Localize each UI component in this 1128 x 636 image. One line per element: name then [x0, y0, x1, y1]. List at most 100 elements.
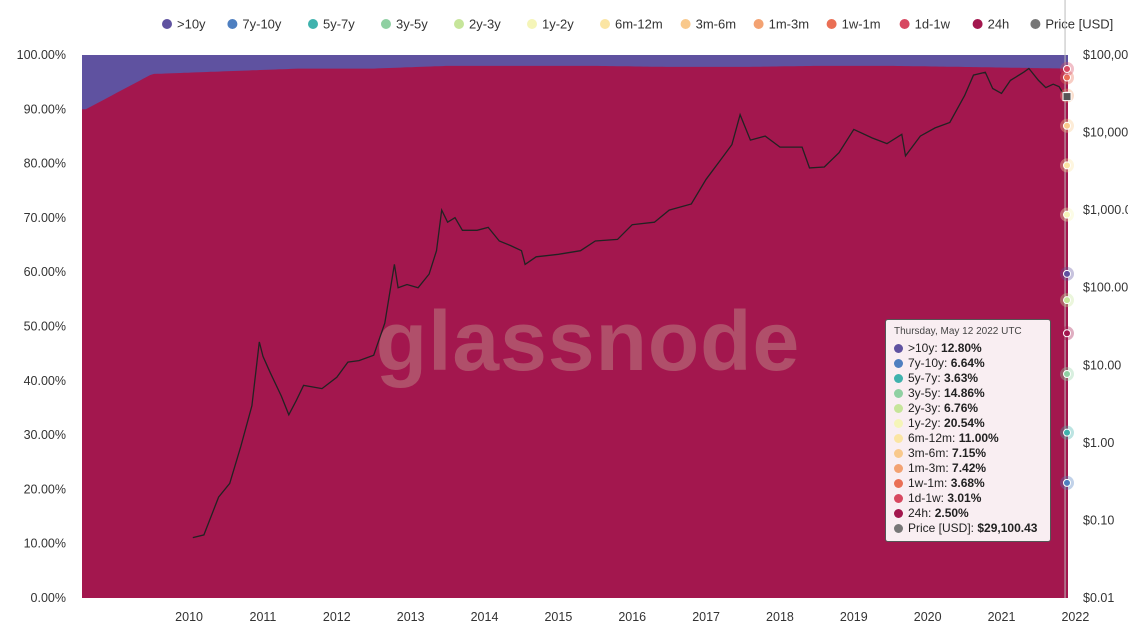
tooltip-row: 1y-2y: 20.54% [894, 416, 1042, 431]
legend-label: 24h [988, 17, 1010, 32]
y-right-tick-label-3: $10.00 [1083, 358, 1121, 372]
marker-dot-11 [1063, 329, 1071, 338]
legend-item-0[interactable]: >10y [162, 17, 206, 32]
legend-item-7[interactable]: 3m-6m [680, 17, 736, 32]
tooltip-label: 1m-3m: [908, 461, 953, 475]
y-right-tick-label-0: $0.01 [1083, 591, 1114, 605]
tooltip-value: 3.68% [950, 476, 985, 490]
tooltip-row: 1d-1w: 3.01% [894, 491, 1042, 506]
tooltip-label: 24h: [908, 506, 935, 520]
legend-item-2[interactable]: 5y-7y [308, 17, 355, 32]
tooltip-dot [894, 359, 903, 368]
y-left-tick-label-3: 30.00% [24, 428, 66, 442]
legend-item-8[interactable]: 1m-3m [753, 17, 809, 32]
legend-dot [826, 19, 837, 29]
tooltip-date: Thursday, May 12 2022 UTC [894, 326, 1022, 337]
legend-dot [972, 19, 983, 29]
tooltip-dot [894, 344, 903, 353]
tooltip-row: 1w-1m: 3.68% [894, 476, 1042, 491]
y-left-tick-label-7: 70.00% [24, 211, 66, 225]
legend-label: 3y-5y [396, 17, 428, 32]
tooltip-row: 3y-5y: 14.86% [894, 386, 1042, 401]
watermark: glassnode [376, 294, 800, 388]
tooltip-value: 3.63% [944, 371, 979, 385]
x-tick-label-2022: 2022 [1061, 610, 1089, 624]
tooltip-dot [894, 449, 903, 458]
legend-dot [527, 19, 537, 29]
tooltip-label: Price [USD]: [908, 521, 978, 535]
legend-item-1[interactable]: 7y-10y [227, 17, 282, 32]
tooltip-value: 3.01% [947, 491, 982, 505]
y-left-tick-label-0: 0.00% [31, 591, 66, 605]
marker-dot-7 [1063, 121, 1071, 130]
area-floor [82, 596, 1068, 598]
tooltip-value: 6.76% [944, 401, 979, 415]
marker-price [1062, 92, 1072, 102]
hover-markers [1060, 61, 1074, 490]
tooltip-label: 5y-7y: [908, 371, 945, 385]
y-left-tick-label-10: 100.00% [17, 48, 66, 62]
tooltip-dot [894, 389, 903, 398]
legend-dot [381, 19, 391, 29]
legend-item-5[interactable]: 1y-2y [527, 17, 574, 32]
tooltip-dot [894, 419, 903, 428]
y-right-tick-label-2: $1.00 [1083, 436, 1114, 450]
marker-dot-2 [1063, 428, 1071, 437]
x-tick-label-2019: 2019 [840, 610, 868, 624]
marker-dot-1 [1063, 478, 1071, 487]
y-right-tick-label-5: $1,000.00 [1083, 203, 1128, 217]
legend[interactable]: >10y 7y-10y 5y-7y 3y-5y 2y-3y 1y-2y 6m-12m 3m-6… [162, 17, 1113, 32]
x-tick-label-2017: 2017 [692, 610, 720, 624]
tooltip-value: 12.80% [941, 341, 982, 355]
marker-dot-9 [1063, 73, 1071, 82]
legend-item-10[interactable]: 1d-1w [899, 17, 951, 32]
y-left-tick-label-5: 50.00% [24, 320, 66, 334]
legend-dot [1030, 19, 1041, 29]
tooltip-value: 11.00% [958, 431, 999, 445]
legend-item-4[interactable]: 2y-3y [454, 17, 501, 32]
tooltip-row: >10y: 12.80% [894, 341, 1042, 356]
x-tick-label-2020: 2020 [914, 610, 942, 624]
x-tick-label-2015: 2015 [544, 610, 572, 624]
tooltip-dot [894, 509, 903, 518]
legend-label: 6m-12m [615, 17, 663, 32]
legend-item-6[interactable]: 6m-12m [600, 17, 663, 32]
price-line [192, 67, 1066, 539]
tooltip-value: 6.64% [950, 356, 985, 370]
tooltip-label: 1d-1w: [908, 491, 948, 505]
legend-dot [162, 19, 172, 29]
y-right-tick-label-1: $0.10 [1083, 513, 1114, 527]
legend-item-11[interactable]: 24h [972, 17, 1010, 32]
y-left-tick-label-9: 90.00% [24, 102, 66, 116]
tooltip-row: 5y-7y: 3.63% [894, 371, 1042, 386]
tooltip-value: 7.15% [952, 446, 987, 460]
stacked-areas [82, 55, 1068, 599]
legend-label: 1w-1m [842, 17, 881, 32]
tooltip-dot [894, 434, 903, 443]
legend-item-3[interactable]: 3y-5y [381, 17, 428, 32]
legend-item-12[interactable]: Price [USD] [1030, 17, 1113, 32]
legend-label: Price [USD] [1045, 17, 1113, 32]
tooltip-value: 20.54% [944, 416, 985, 430]
tooltip-label: 7y-10y: [908, 356, 951, 370]
tooltip-dot [894, 404, 903, 413]
tooltip-value: 14.86% [944, 386, 985, 400]
marker-dot-10 [1063, 64, 1071, 73]
y-left-tick-label-4: 40.00% [24, 374, 66, 388]
tooltip-label: 2y-3y: [908, 401, 945, 415]
area-24h [82, 65, 1068, 598]
legend-label: 3m-6m [696, 17, 736, 32]
y-axis-right: $0.01 $0.10 $1.00 $10.00 $100.00 $1,000.00 $10… [1083, 48, 1128, 605]
x-tick-label-2012: 2012 [323, 610, 351, 624]
tooltip-row: 3m-6m: 7.15% [894, 446, 1042, 461]
legend-label: 2y-3y [469, 17, 501, 32]
tooltip-row: 6m-12m: 11.00% [894, 431, 1042, 446]
legend-dot [308, 19, 318, 29]
legend-item-9[interactable]: 1w-1m [826, 17, 881, 32]
y-left-tick-label-1: 10.00% [24, 537, 66, 551]
tooltip-rows: >10y: 12.80% 7y-10y: 6.64% 5y-7y: 3.63% 3y-… [894, 341, 1042, 536]
y-right-tick-label-4: $100.00 [1083, 281, 1128, 295]
tooltip-label: >10y: [908, 341, 942, 355]
tooltip-label: 3y-5y: [908, 386, 945, 400]
